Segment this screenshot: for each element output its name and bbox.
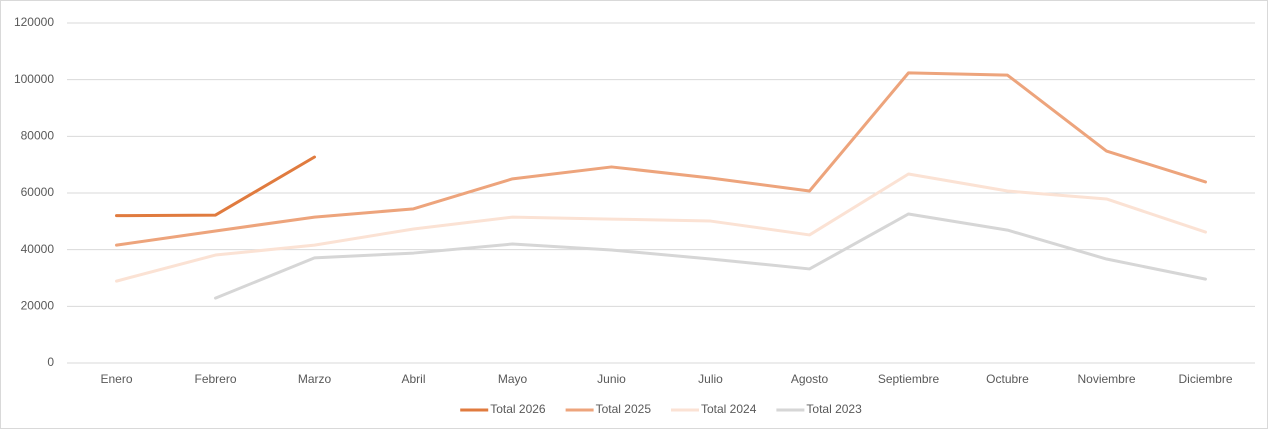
legend-label: Total 2023 bbox=[806, 402, 862, 416]
series-line bbox=[115, 155, 316, 218]
y-tick-label: 120000 bbox=[14, 15, 54, 29]
y-tick-label: 100000 bbox=[14, 72, 54, 86]
series-line bbox=[115, 172, 1207, 283]
x-tick-label: Junio bbox=[597, 372, 626, 386]
x-tick-label: Julio bbox=[698, 372, 723, 386]
x-tick-label: Diciembre bbox=[1178, 372, 1232, 386]
y-tick-label: 0 bbox=[47, 355, 54, 369]
legend-label: Total 2025 bbox=[596, 402, 652, 416]
x-tick-label: Septiembre bbox=[878, 372, 940, 386]
series-line bbox=[115, 71, 1207, 247]
x-tick-label: Noviembre bbox=[1077, 372, 1135, 386]
x-tick-label: Mayo bbox=[498, 372, 528, 386]
y-tick-label: 20000 bbox=[21, 299, 55, 313]
x-tick-label: Enero bbox=[100, 372, 132, 386]
legend-label: Total 2024 bbox=[701, 402, 757, 416]
series-line bbox=[214, 212, 1207, 300]
x-tick-label: Marzo bbox=[298, 372, 332, 386]
x-tick-label: Abril bbox=[401, 372, 425, 386]
y-tick-label: 40000 bbox=[21, 242, 55, 256]
x-tick-label: Octubre bbox=[986, 372, 1029, 386]
y-tick-label: 60000 bbox=[21, 185, 55, 199]
x-tick-label: Febrero bbox=[194, 372, 236, 386]
y-tick-label: 80000 bbox=[21, 129, 55, 143]
legend-label: Total 2026 bbox=[490, 402, 546, 416]
x-tick-label: Agosto bbox=[791, 372, 829, 386]
